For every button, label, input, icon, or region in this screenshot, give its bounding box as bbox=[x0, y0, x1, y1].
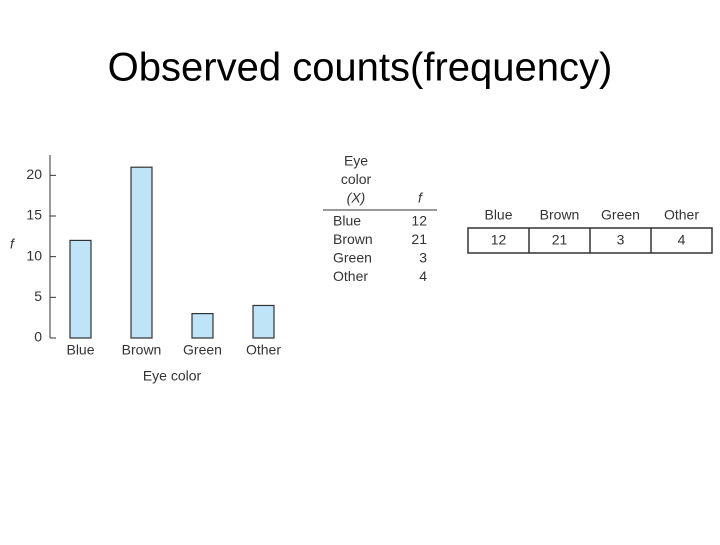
table-cell: 21 bbox=[552, 232, 568, 248]
table-header: Blue bbox=[484, 207, 512, 223]
slide-title: Observed counts(frequency) bbox=[108, 46, 613, 90]
x-axis-label: Eye color bbox=[143, 368, 202, 384]
table-cell: 4 bbox=[678, 232, 686, 248]
table-cell: Blue bbox=[333, 213, 361, 229]
y-tick-label: 20 bbox=[26, 166, 42, 182]
y-tick-label: 10 bbox=[26, 247, 42, 263]
table-cell: Green bbox=[333, 250, 372, 266]
bar bbox=[69, 239, 92, 339]
y-tick-label: 0 bbox=[34, 329, 42, 345]
table-header: Other bbox=[664, 207, 699, 223]
table-header: (X) bbox=[347, 190, 366, 206]
x-tick-label: Other bbox=[246, 342, 281, 358]
y-tick-label: 15 bbox=[26, 207, 42, 223]
table-cell: 12 bbox=[491, 232, 507, 248]
table-cell: 21 bbox=[411, 231, 427, 247]
table-cell: 3 bbox=[617, 232, 625, 248]
table-cell: 3 bbox=[419, 250, 427, 266]
table-cell: Brown bbox=[333, 231, 373, 247]
table-header: Green bbox=[601, 207, 640, 223]
table-header: f bbox=[418, 190, 424, 206]
table-header: color bbox=[341, 171, 372, 187]
y-tick-label: 5 bbox=[34, 288, 42, 304]
x-tick-label: Blue bbox=[66, 342, 94, 358]
y-axis-label: f bbox=[10, 236, 16, 252]
x-tick-label: Brown bbox=[122, 342, 162, 358]
table-cell: 12 bbox=[411, 213, 427, 229]
table-header: Brown bbox=[540, 207, 580, 223]
bar bbox=[191, 313, 214, 339]
bar bbox=[130, 166, 153, 339]
x-tick-label: Green bbox=[183, 342, 222, 358]
table-cell: Other bbox=[333, 268, 368, 284]
bar bbox=[252, 304, 275, 339]
table-header: Eye bbox=[344, 153, 368, 169]
table-cell: 4 bbox=[419, 268, 427, 284]
